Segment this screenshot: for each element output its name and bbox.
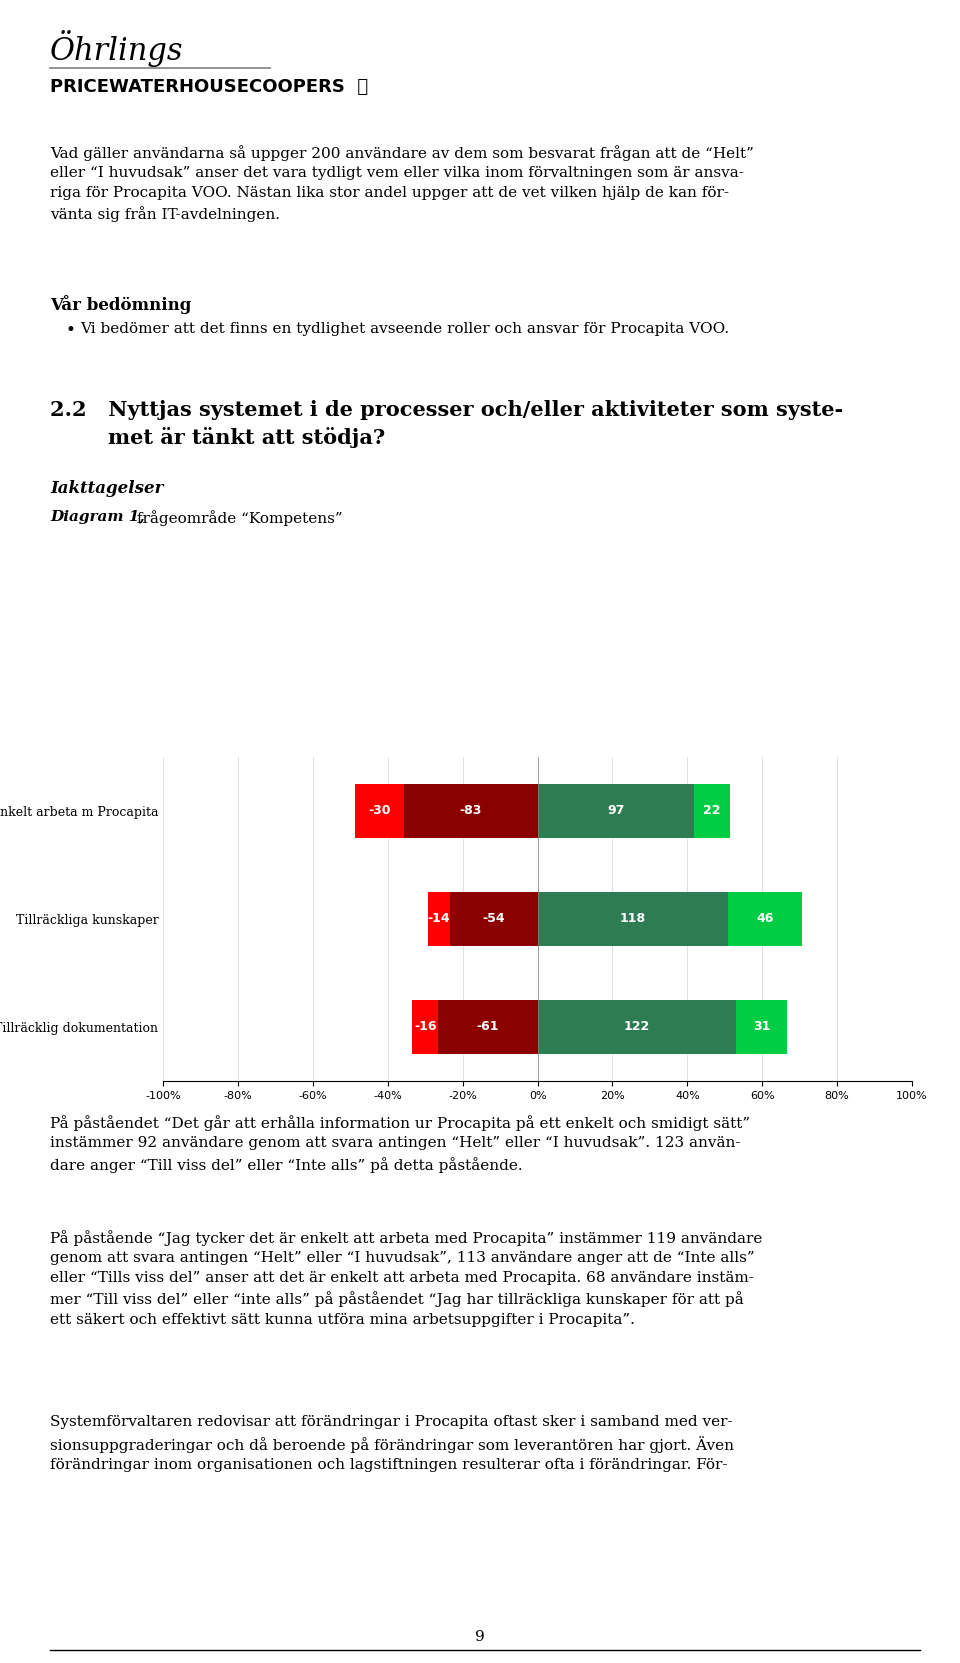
Text: Vi bedömer att det finns en tydlighet avseende roller och ansvar för Procapita V: Vi bedömer att det finns en tydlighet av… <box>80 323 730 336</box>
Text: PRICEWATERHOUSECOOPERS  Ⓠ: PRICEWATERHOUSECOOPERS Ⓠ <box>50 78 368 96</box>
Text: Vår bedömning: Vår bedömning <box>50 294 191 314</box>
Text: -16: -16 <box>414 1021 437 1033</box>
Text: -61: -61 <box>477 1021 499 1033</box>
Bar <box>728 891 803 946</box>
Text: •: • <box>65 323 75 339</box>
Text: Systemförvaltaren redovisar att förändringar i Procapita oftast sker i samband m: Systemförvaltaren redovisar att förändri… <box>50 1415 734 1472</box>
Text: 22: 22 <box>703 805 721 817</box>
Bar <box>538 783 694 838</box>
Text: -54: -54 <box>483 913 505 925</box>
Text: Öhrlings: Öhrlings <box>50 30 183 67</box>
Bar <box>538 891 728 946</box>
Text: 97: 97 <box>607 805 625 817</box>
Bar <box>403 783 538 838</box>
Text: 31: 31 <box>753 1021 770 1033</box>
Text: -30: -30 <box>369 805 391 817</box>
Text: På påståendet “Det går att erhålla information ur Procapita på ett enkelt och sm: På påståendet “Det går att erhålla infor… <box>50 1114 750 1172</box>
Text: På påstående “Jag tycker det är enkelt att arbeta med Procapita” instämmer 119 a: På påstående “Jag tycker det är enkelt a… <box>50 1231 762 1327</box>
Text: Diagram 1,: Diagram 1, <box>50 511 145 524</box>
Text: frågeområde “Kompetens”: frågeområde “Kompetens” <box>132 511 343 526</box>
Text: 46: 46 <box>756 913 774 925</box>
Bar <box>736 999 786 1054</box>
Text: Vad gäller användarna så uppger 200 användare av dem som besvarat frågan att de : Vad gäller användarna så uppger 200 anvä… <box>50 145 754 223</box>
Bar <box>412 999 439 1054</box>
Text: 2.2   Nyttjas systemet i de processer och/eller aktiviteter som syste-
        m: 2.2 Nyttjas systemet i de processer och/… <box>50 401 843 447</box>
Bar <box>428 891 450 946</box>
Text: -83: -83 <box>460 805 482 817</box>
Bar <box>450 891 538 946</box>
Text: 118: 118 <box>620 913 646 925</box>
Bar <box>439 999 538 1054</box>
Bar <box>694 783 730 838</box>
Text: -14: -14 <box>428 913 450 925</box>
Bar <box>355 783 403 838</box>
Text: 122: 122 <box>624 1021 650 1033</box>
Text: 9: 9 <box>475 1630 485 1645</box>
Text: Iakttagelser: Iakttagelser <box>50 481 163 497</box>
Bar <box>538 999 736 1054</box>
